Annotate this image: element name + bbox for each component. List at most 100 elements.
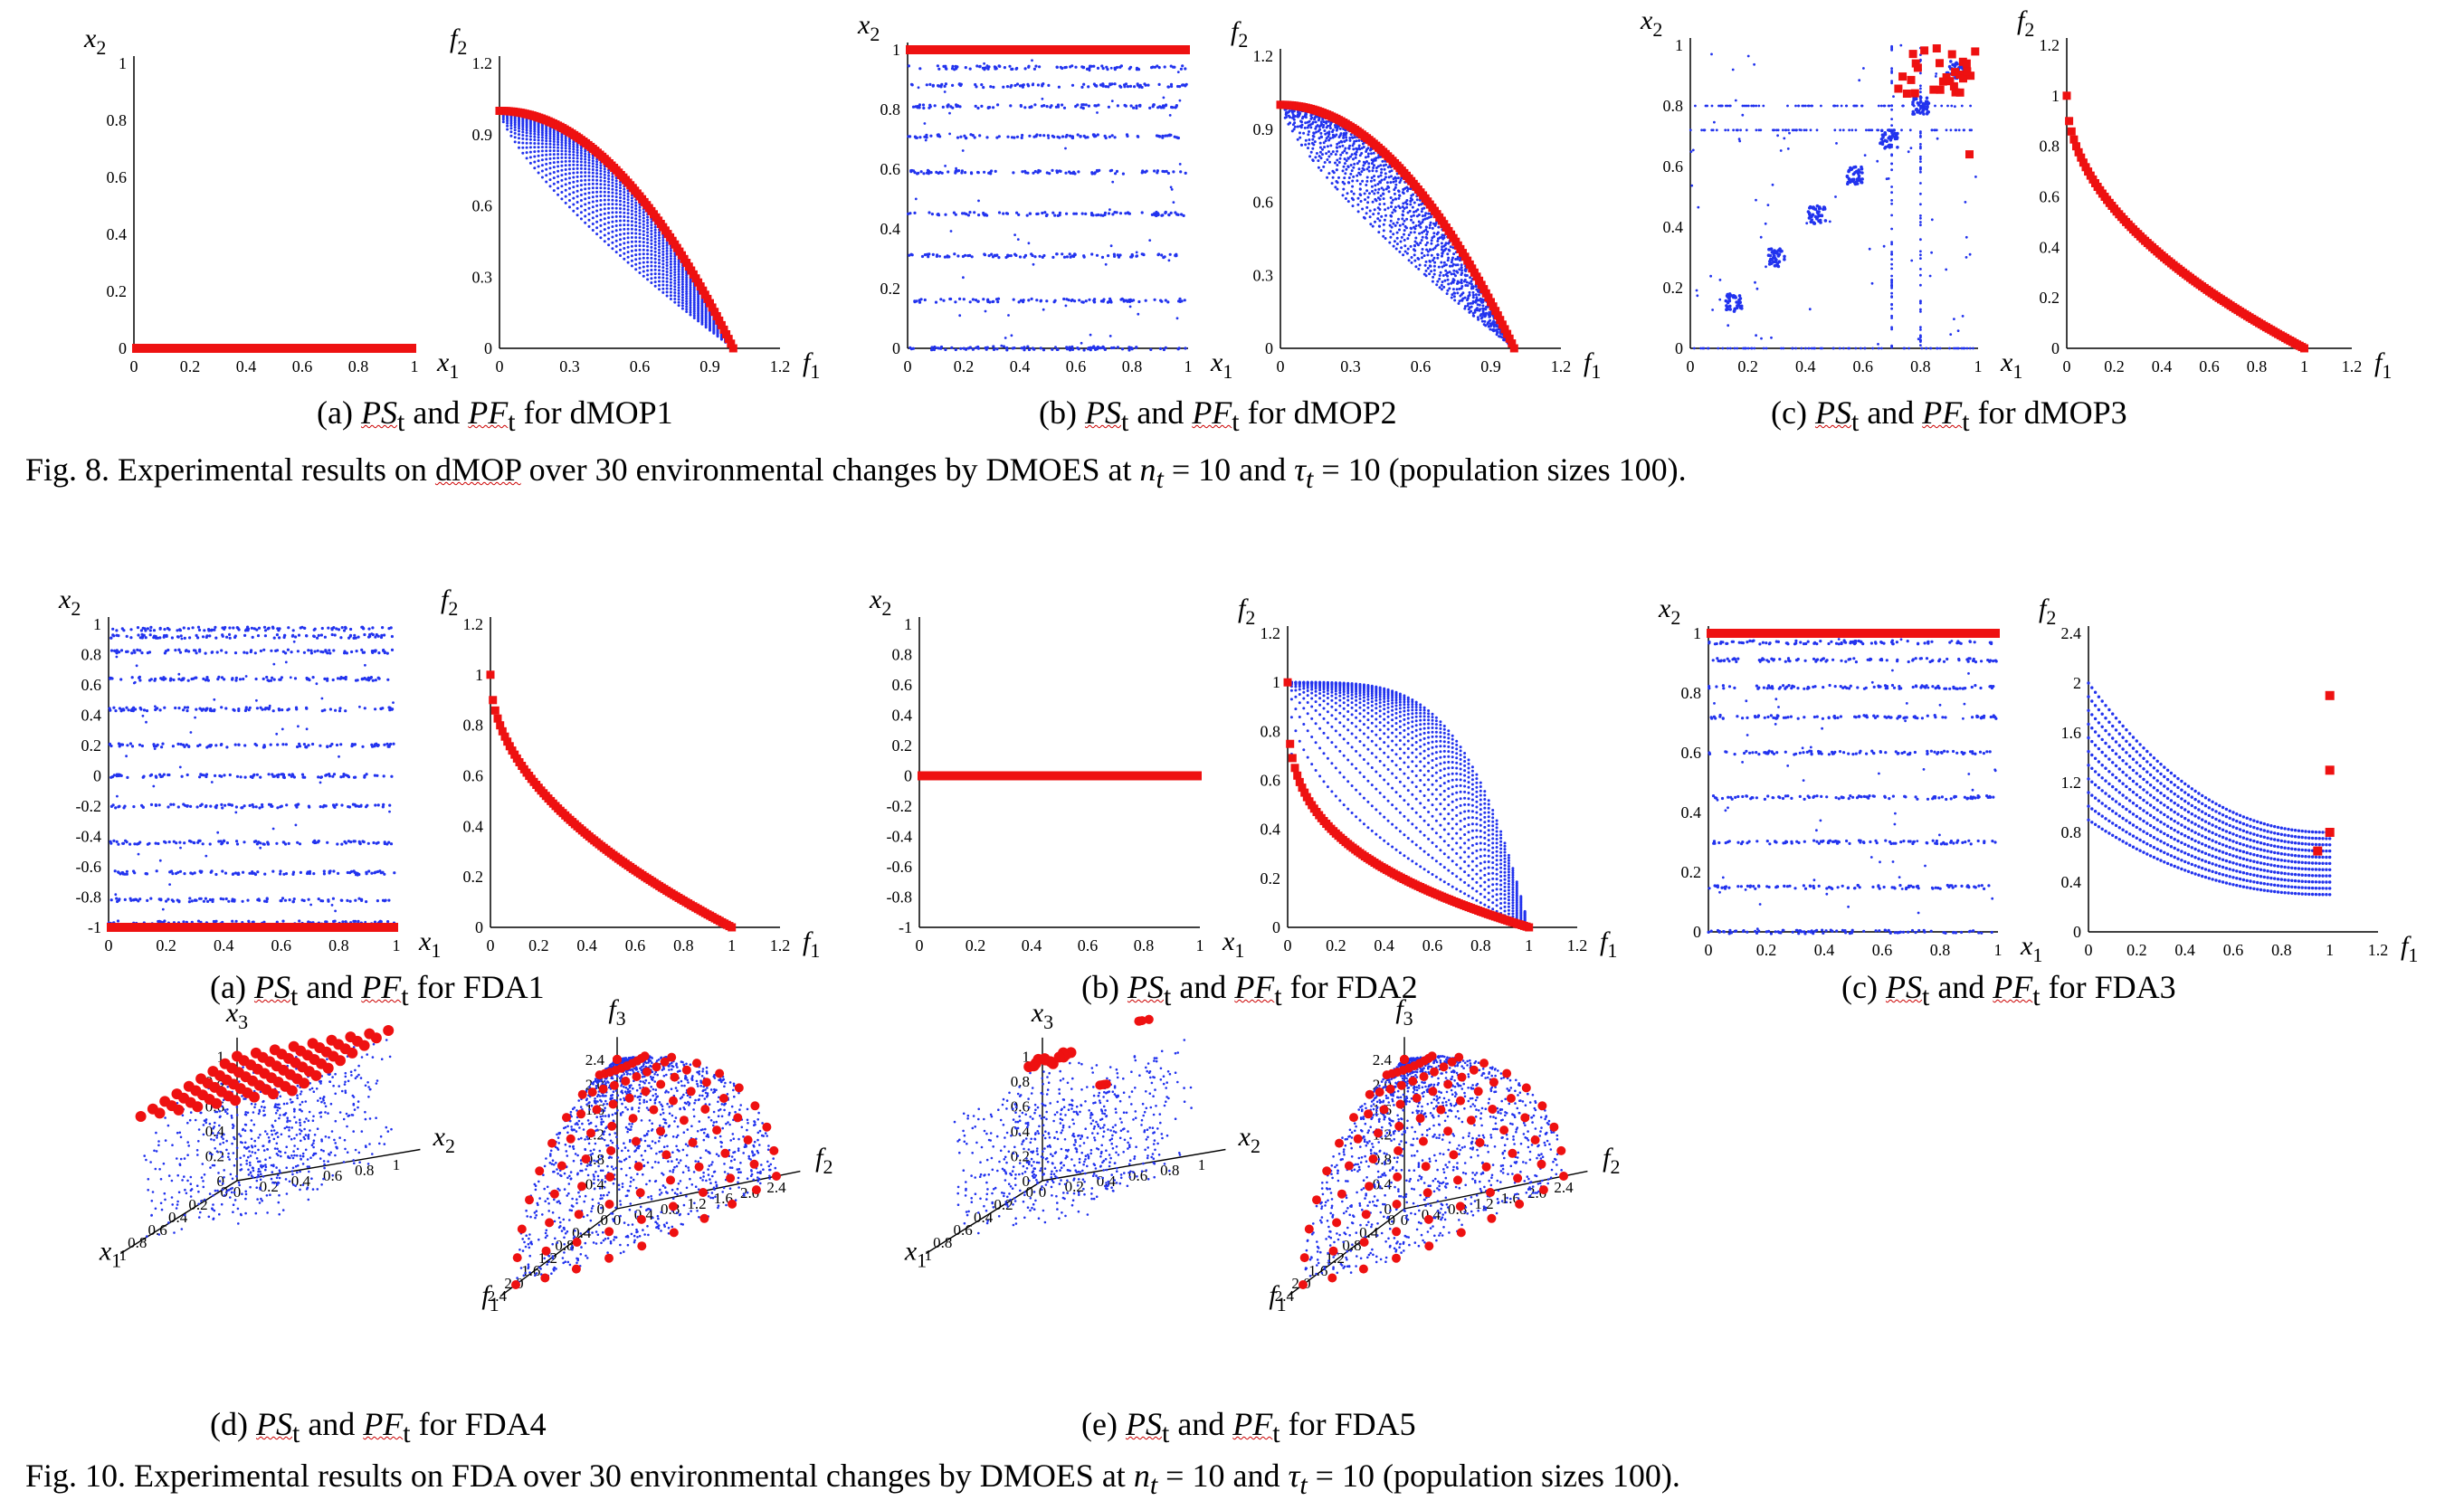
- population-point: [642, 241, 645, 244]
- population-point: [646, 234, 650, 238]
- x-tick-label: 0.4: [1010, 357, 1031, 375]
- population-point: [288, 898, 291, 902]
- final-point: [1936, 85, 1945, 94]
- population-point: [1062, 255, 1067, 259]
- population-point: [1769, 257, 1773, 261]
- population-point: [1468, 293, 1471, 297]
- population-point: [568, 159, 571, 163]
- population-point: [650, 242, 653, 245]
- population-point: [634, 249, 638, 252]
- population-point: [187, 900, 191, 904]
- population-point: [1738, 300, 1742, 305]
- population-point: [528, 127, 532, 130]
- population-point: [658, 239, 661, 242]
- population-point: [234, 919, 238, 923]
- population-point: [1023, 169, 1027, 173]
- population-point: [1137, 68, 1141, 71]
- population-point: [1328, 127, 1332, 130]
- population-point: [1062, 297, 1066, 301]
- population-point: [224, 897, 228, 901]
- population-point: [1403, 207, 1406, 210]
- population-point: [1767, 262, 1772, 266]
- population-point: [1161, 134, 1165, 138]
- population-point: [599, 190, 603, 194]
- population-point: [1370, 185, 1374, 188]
- population-point: [1092, 299, 1096, 302]
- population-point: [1026, 82, 1030, 86]
- population-point: [642, 214, 645, 217]
- population-point: [1118, 212, 1123, 215]
- x-tick-label: 0.6: [271, 936, 292, 954]
- population-point: [525, 128, 528, 132]
- population-point: [193, 871, 196, 875]
- population-point: [1387, 190, 1391, 194]
- population-point: [1051, 347, 1054, 351]
- population-point: [1170, 188, 1174, 191]
- population-point: [924, 138, 928, 142]
- population-point: [214, 872, 218, 877]
- population-point: [1327, 172, 1331, 176]
- population-point: [1890, 303, 1894, 307]
- population-point: [1078, 299, 1081, 302]
- population-point: [1919, 101, 1922, 104]
- population-point: [552, 146, 556, 149]
- population-point: [1887, 143, 1891, 147]
- population-point: [579, 175, 583, 178]
- population-point: [1032, 82, 1035, 85]
- population-point: [1930, 218, 1934, 222]
- population-point: [1954, 347, 1957, 350]
- population-point: [1480, 316, 1484, 319]
- population-point: [1387, 185, 1391, 189]
- population-point: [1775, 128, 1778, 132]
- population-point: [928, 106, 931, 109]
- population-point: [1319, 157, 1323, 160]
- population-point: [1043, 211, 1047, 214]
- population-point: [1919, 326, 1922, 328]
- population-point: [1054, 105, 1058, 109]
- population-point: [1890, 214, 1894, 217]
- final-point: [2062, 91, 2071, 100]
- population-point: [341, 920, 345, 924]
- population-point: [1097, 213, 1100, 217]
- population-point: [1406, 247, 1410, 251]
- population-point: [1323, 161, 1327, 164]
- population-point: [697, 304, 700, 308]
- population-point: [1388, 241, 1392, 244]
- population-point: [1694, 104, 1697, 108]
- population-point: [1027, 347, 1032, 352]
- population-point: [1326, 176, 1329, 179]
- population-point: [540, 149, 544, 153]
- population-point: [1784, 128, 1787, 132]
- population-point: [1108, 208, 1111, 212]
- population-point: [931, 252, 935, 256]
- population-point: [1069, 255, 1072, 259]
- population-point: [634, 240, 638, 243]
- population-point: [1168, 134, 1172, 138]
- population-point: [983, 214, 986, 217]
- population-point: [1095, 84, 1099, 88]
- population-point: [1437, 265, 1441, 269]
- population-point: [1439, 271, 1442, 274]
- population-point: [1384, 237, 1387, 240]
- population-point: [557, 186, 560, 190]
- population-point: [642, 261, 645, 264]
- population-point: [1378, 219, 1382, 223]
- population-point: [650, 223, 653, 227]
- population-point: [1064, 171, 1068, 175]
- population-point: [576, 151, 579, 155]
- population-point: [638, 261, 642, 265]
- population-point: [1030, 105, 1033, 109]
- population-point: [1463, 296, 1467, 299]
- population-point: [665, 255, 669, 259]
- population-point: [1382, 188, 1385, 192]
- population-point: [1135, 251, 1138, 254]
- population-point: [1168, 114, 1172, 117]
- population-point: [1919, 268, 1922, 271]
- population-point: [937, 84, 940, 88]
- population-point: [685, 285, 689, 289]
- population-point: [1392, 244, 1395, 248]
- population-point: [976, 170, 980, 175]
- population-point: [1363, 192, 1366, 195]
- population-point: [1438, 277, 1441, 280]
- population-point: [685, 290, 689, 293]
